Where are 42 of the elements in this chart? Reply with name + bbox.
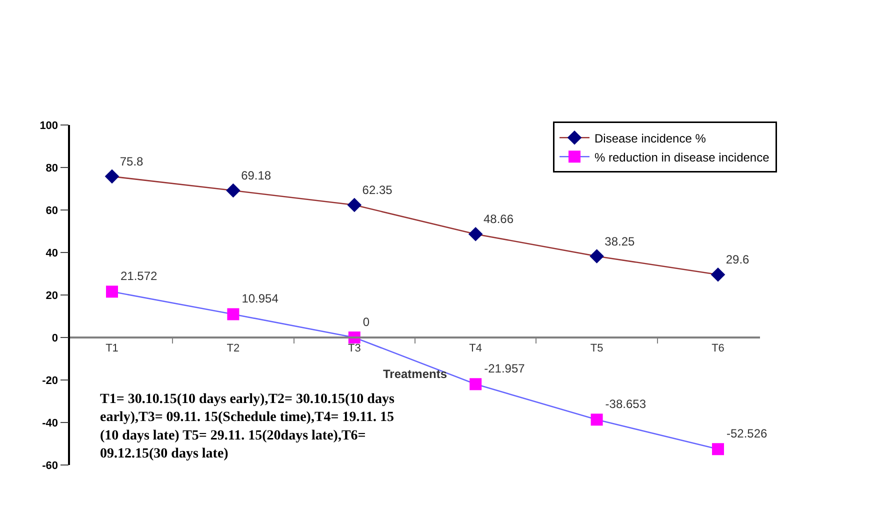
annotation: T1= 30.10.15(10 days early),T2= 30.10.15(10 days early),T3= 09.11. 15(Schedule time),T4= 19.11. 15 (10 days late) T5= 29.11. 15(20days late),T6= 09.12.15(30 days late): [100, 392, 395, 462]
data-label: -38.653: [605, 397, 646, 412]
point: [590, 414, 603, 426]
legend-label: % reduction in disease incidence: [594, 150, 770, 164]
y-tick-label: 20: [46, 290, 58, 302]
y-tick-label: 40: [46, 247, 58, 260]
data-label: 21.572: [120, 269, 158, 284]
point: [710, 267, 726, 282]
point: [468, 226, 483, 242]
y-tick-label: -40: [42, 417, 58, 430]
x-tick-label: T5: [590, 342, 604, 355]
point: [712, 443, 724, 456]
data-label: 62.35: [362, 183, 393, 198]
y-tick-label: 80: [46, 162, 58, 174]
point: [226, 183, 240, 198]
y-tick-label: -60: [42, 460, 58, 472]
point: [106, 286, 118, 298]
point: [470, 378, 482, 390]
point: [227, 308, 240, 320]
x-tick-label: T4: [469, 342, 482, 355]
data-label: -52.526: [726, 426, 768, 441]
y-tick-label: -20: [42, 374, 58, 387]
y-tick-label: 100: [40, 120, 58, 132]
data-label: 75.8: [120, 154, 144, 169]
x-tick-label: T1: [106, 342, 118, 355]
x-axis-title: Treatments: [382, 367, 448, 382]
data-label: -21.957: [484, 362, 526, 376]
data-label: 69.18: [241, 168, 272, 183]
x-tick-label: T2: [226, 342, 240, 355]
point: [104, 169, 120, 184]
data-label: 48.66: [483, 212, 514, 226]
point: [590, 249, 604, 264]
data-label: 29.6: [726, 252, 750, 267]
y-tick-label: 0: [52, 332, 58, 344]
y-tick-label: 60: [46, 204, 58, 217]
point: [347, 198, 362, 212]
data-label: 10.954: [242, 292, 279, 306]
x-tick-label: T6: [712, 342, 724, 355]
x-tick-label: T3: [348, 342, 361, 355]
data-label: 0: [362, 315, 370, 329]
legend-label: Disease incidence %: [594, 131, 706, 146]
data-label: 38.25: [604, 234, 636, 248]
